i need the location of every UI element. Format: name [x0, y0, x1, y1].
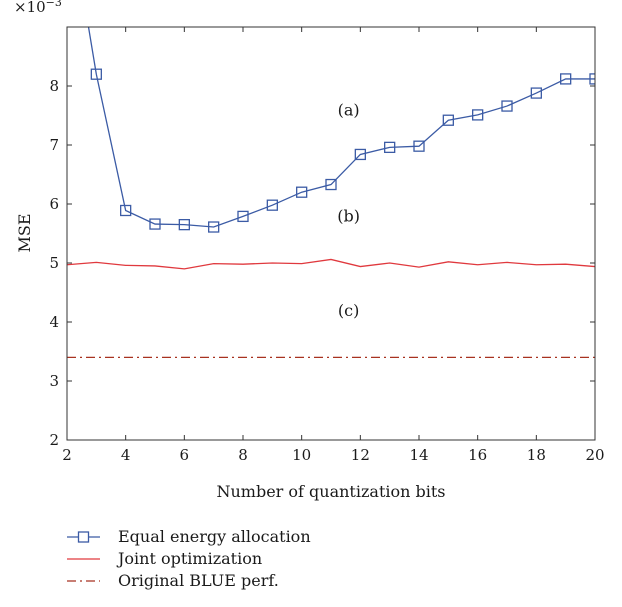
annotation-layer: (a) (b) (c) — [337, 101, 360, 321]
y-axis: 2 3 4 5 6 7 8 — [49, 77, 595, 449]
curve-annotation: (c) — [338, 301, 359, 320]
legend: Equal energy allocation Joint optimizatio… — [67, 527, 311, 590]
x-tick-label: 2 — [62, 446, 72, 464]
x-axis-title: Number of quantization bits — [216, 482, 445, 501]
series-1-point — [90, 68, 102, 80]
series-1-point — [237, 210, 249, 223]
series-1-point — [472, 109, 484, 121]
y-axis-title: MSE — [15, 213, 34, 252]
legend-label-3: Original BLUE perf. — [118, 571, 279, 590]
series-1-point — [442, 114, 454, 126]
series-1-point — [296, 186, 308, 198]
series-1-point — [413, 140, 425, 152]
y-tick-label: 3 — [49, 372, 59, 390]
series-1-point — [325, 178, 337, 191]
series-1-point — [384, 141, 396, 154]
series-layer — [67, 27, 595, 359]
series-1-point — [149, 218, 161, 230]
y-tick-label: 8 — [49, 77, 59, 95]
series-1-point — [530, 87, 542, 99]
y-tick-label: 4 — [49, 313, 59, 331]
series-line-1 — [87, 27, 595, 228]
series-line-2 — [67, 258, 595, 270]
y-tick-label: 7 — [49, 136, 59, 154]
y-tick-label: 5 — [49, 254, 59, 272]
x-tick-label: 18 — [527, 446, 546, 464]
legend-label-2: Joint optimization — [116, 549, 262, 568]
legend-label-1: Equal energy allocation — [118, 527, 311, 546]
series-1-point — [501, 100, 513, 112]
x-tick-label: 12 — [351, 446, 370, 464]
x-axis: 2 4 6 8 10 12 14 16 18 20 — [62, 27, 605, 464]
x-tick-label: 8 — [238, 446, 248, 464]
x-tick-label: 14 — [409, 446, 428, 464]
series-1-point — [208, 221, 220, 233]
plot-frame — [66, 26, 596, 441]
y-tick-label: 2 — [49, 431, 59, 449]
legend-marker — [77, 531, 90, 543]
y-multiplier-label: ×10−3 — [14, 0, 62, 16]
curve-annotation: (b) — [337, 207, 360, 226]
x-tick-label: 6 — [180, 446, 190, 464]
x-tick-label: 10 — [292, 446, 311, 464]
x-tick-label: 4 — [121, 446, 131, 464]
series-1-point — [589, 73, 595, 85]
x-tick-label: 16 — [468, 446, 487, 464]
x-tick-label: 20 — [585, 446, 604, 464]
series-1-point — [266, 199, 278, 211]
series-1-point — [560, 73, 572, 85]
y-tick-label: 6 — [49, 195, 59, 213]
series-1-point — [178, 218, 190, 231]
curve-annotation: (a) — [338, 101, 360, 120]
series-1-point — [120, 204, 132, 217]
series-1-point — [354, 148, 366, 161]
